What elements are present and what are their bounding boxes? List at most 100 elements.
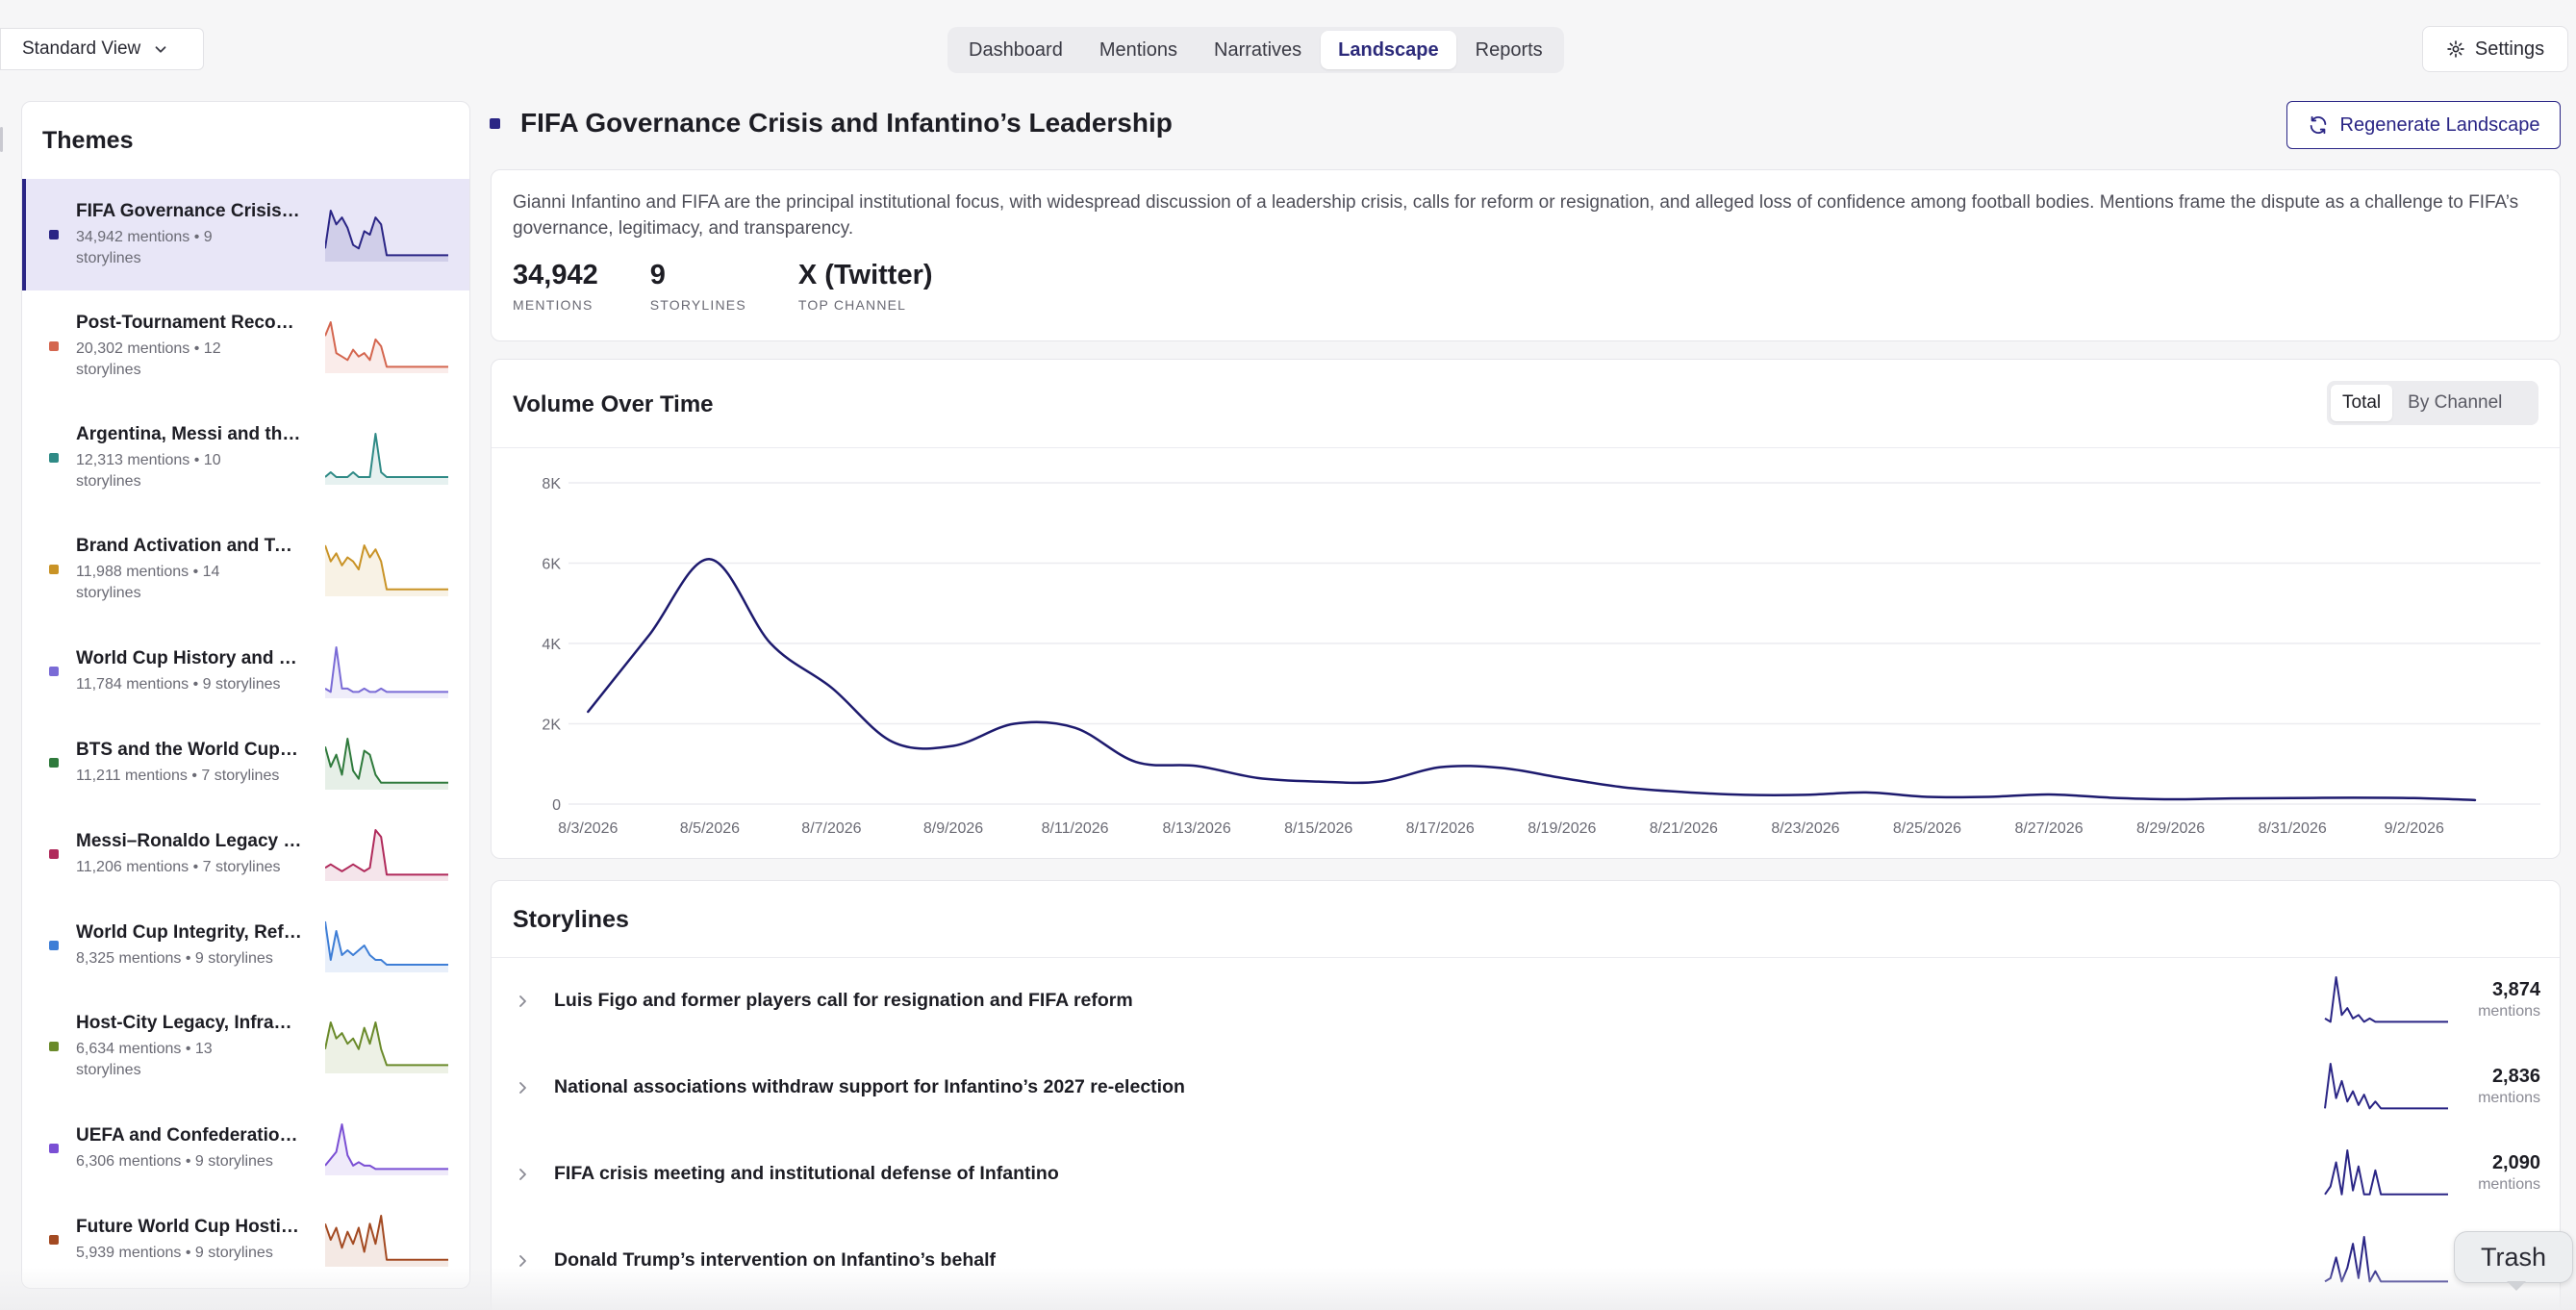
theme-item[interactable]: Post-Tournament Reconciliation 20,302 men… xyxy=(22,290,469,402)
theme-item[interactable]: Host-City Legacy, Infrastructure and Cos… xyxy=(22,991,469,1102)
theme-color-dot xyxy=(49,565,59,574)
sparkline-line xyxy=(2324,1149,2448,1196)
tab-landscape[interactable]: Landscape xyxy=(1321,31,1456,69)
stat-value: X (Twitter) xyxy=(797,260,933,290)
sparkline-line xyxy=(325,828,448,875)
storyline-row[interactable]: National associations withdraw support f… xyxy=(492,1045,2560,1131)
theme-item[interactable]: Messi–Ronaldo Legacy Debate 11,206 mentio… xyxy=(22,808,469,899)
main-nav-tabs: Dashboard Mentions Narratives Landscape … xyxy=(947,27,1564,73)
toggle-total[interactable]: Total xyxy=(2331,385,2393,421)
theme-meta-line2: storylines xyxy=(76,585,141,601)
theme-item[interactable]: Argentina, Messi and the Title Defense 12… xyxy=(22,402,469,514)
theme-sparkline xyxy=(325,737,448,790)
stat-label: TOP CHANNEL xyxy=(797,297,907,313)
stat-top-channel: X (Twitter) TOP CHANNEL xyxy=(798,259,933,313)
storyline-count-unit: mentions xyxy=(2478,1176,2540,1193)
sparkline-line xyxy=(325,321,448,368)
storyline-count-unit: mentions xyxy=(2478,1090,2540,1106)
theme-meta: 11,211 mentions • 7 storylines xyxy=(76,767,280,784)
themes-title: Themes xyxy=(42,127,134,154)
theme-sparkline xyxy=(325,544,448,596)
theme-summary-card: Gianni Infantino and FIFA are the princi… xyxy=(491,169,2561,341)
sparkline-line xyxy=(325,737,448,784)
storyline-row[interactable]: FIFA crisis meeting and institutional de… xyxy=(492,1131,2560,1218)
sparkline-area xyxy=(325,646,448,698)
chevron-right-icon[interactable] xyxy=(515,1253,530,1269)
settings-button[interactable]: Settings xyxy=(2422,26,2568,72)
sparkline-area xyxy=(325,1215,448,1267)
chevron-right-icon[interactable] xyxy=(515,1080,530,1096)
chevron-right-icon[interactable] xyxy=(515,994,530,1009)
theme-item[interactable]: UEFA and Confederation Responses 6,306 me… xyxy=(22,1102,469,1194)
storyline-count: 2,836 mentions xyxy=(2478,1065,2540,1109)
x-tick-label: 9/2/2026 xyxy=(2385,820,2444,837)
theme-stats: 34,942 MENTIONS 9 STORYLINES X (Twitter)… xyxy=(513,259,2538,313)
theme-sparkline xyxy=(325,1214,448,1267)
theme-sparkline xyxy=(325,1122,448,1175)
theme-color-dot xyxy=(49,341,59,351)
sparkline-line xyxy=(325,544,448,591)
theme-name: Future World Cup Hosting Bids xyxy=(76,1216,302,1237)
toggle-by-channel[interactable]: By Channel xyxy=(2408,392,2503,413)
stat-label: MENTIONS xyxy=(513,297,593,313)
theme-item[interactable]: BTS and the World Cup Anthem 11,211 menti… xyxy=(22,717,469,808)
storyline-count: 3,874 mentions xyxy=(2478,978,2540,1022)
trash-button[interactable]: Trash xyxy=(2454,1231,2573,1283)
theme-item[interactable]: FIFA Governance Crisis and Infantino's L… xyxy=(22,179,469,290)
theme-sparkline xyxy=(325,210,448,262)
storyline-sparkline xyxy=(2324,1063,2448,1110)
theme-name: Host-City Legacy, Infrastructure and Cos… xyxy=(76,1013,302,1033)
theme-sparkline xyxy=(325,1021,448,1073)
theme-item[interactable]: Future World Cup Hosting Bids 5,939 menti… xyxy=(22,1194,469,1285)
tab-narratives[interactable]: Narratives xyxy=(1214,38,1302,61)
theme-item[interactable]: World Cup Integrity, Refereeing and VAR 8… xyxy=(22,899,469,991)
sparkline-area xyxy=(325,322,448,373)
theme-name: Brand Activation and Tournament Sponsors xyxy=(76,536,302,556)
volume-line-chart: 0 2K 4K 6K 8K 8/3/2026 8/5/2026 8/7/2026 8/9/202… xyxy=(542,476,2540,837)
theme-item[interactable]: World Cup History and Heritage 11,784 men… xyxy=(22,625,469,717)
theme-color-dot xyxy=(49,848,59,859)
sparkline-area xyxy=(325,738,448,790)
storyline-row[interactable]: Donald Trump’s intervention on Infantino… xyxy=(492,1218,2560,1304)
theme-meta: 11,206 mentions • 7 storylines xyxy=(76,858,281,875)
regenerate-landscape-button[interactable]: Regenerate Landscape xyxy=(2286,101,2561,149)
tab-dashboard[interactable]: Dashboard xyxy=(969,38,1063,61)
storyline-label: FIFA crisis meeting and institutional de… xyxy=(554,1163,1059,1184)
chevron-right-icon[interactable] xyxy=(515,1167,530,1182)
volume-over-time-card: Volume Over Time Total By Channel 0 2K 4K 6… xyxy=(491,359,2561,859)
regenerate-label: Regenerate Landscape xyxy=(2339,113,2540,136)
theme-color-dot xyxy=(490,118,500,129)
y-tick-label: 6K xyxy=(542,557,561,573)
sparkline-line xyxy=(325,210,448,257)
x-tick-label: 8/31/2026 xyxy=(2259,820,2327,837)
theme-meta-line2: storylines xyxy=(76,473,141,490)
sparkline-line xyxy=(325,1122,448,1170)
theme-name: FIFA Governance Crisis and Infantino's L… xyxy=(76,201,302,221)
theme-name: Messi–Ronaldo Legacy Debate xyxy=(76,830,302,851)
theme-meta: 6,634 mentions • 13 xyxy=(76,1041,213,1057)
sparkline-line xyxy=(2324,1063,2448,1110)
theme-meta-line2: storylines xyxy=(76,362,141,378)
stat-mentions: 34,942 MENTIONS xyxy=(513,259,598,313)
y-tick-label: 8K xyxy=(542,476,561,492)
storyline-count-value: 2,090 xyxy=(2491,1152,2540,1173)
sparkline-line xyxy=(2324,976,2448,1023)
tab-mentions[interactable]: Mentions xyxy=(1099,38,1177,61)
storyline-label: National associations withdraw support f… xyxy=(554,1076,1185,1097)
theme-name: Post-Tournament Reconciliation xyxy=(76,313,302,333)
theme-item[interactable]: Brand Activation and Tournament Sponsors… xyxy=(22,514,469,625)
theme-color-dot xyxy=(49,666,59,676)
x-tick-label: 8/17/2026 xyxy=(1406,820,1475,837)
sparkline-area xyxy=(325,434,448,485)
view-select[interactable]: Standard View xyxy=(0,28,204,70)
tab-reports[interactable]: Reports xyxy=(1475,38,1543,61)
storyline-label: Luis Figo and former players call for re… xyxy=(554,990,1133,1011)
storyline-count: 2,090 mentions xyxy=(2478,1151,2540,1196)
storylines-header: Storylines xyxy=(492,881,2560,958)
sparkline-area xyxy=(325,211,448,262)
storyline-row[interactable]: Luis Figo and former players call for re… xyxy=(492,958,2560,1045)
sparkline-line xyxy=(325,1214,448,1261)
theme-color-dot xyxy=(49,453,59,463)
volume-title: Volume Over Time xyxy=(513,391,714,417)
storyline-sparkline xyxy=(2324,1149,2448,1196)
